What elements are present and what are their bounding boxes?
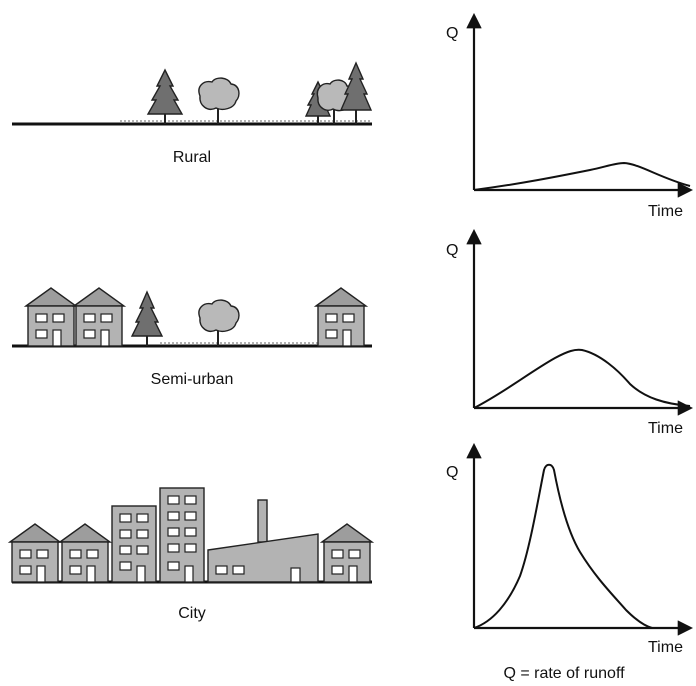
runoff-curve bbox=[473, 161, 691, 191]
house-icon bbox=[23, 287, 79, 347]
runoff-graph-rural: Q Time bbox=[446, 12, 694, 220]
runoff-curve bbox=[473, 348, 691, 409]
scene-label-semi-urban: Semi-urban bbox=[151, 371, 234, 388]
house-icon bbox=[319, 523, 375, 583]
deciduous-tree-icon bbox=[198, 299, 240, 346]
house-icon bbox=[71, 287, 127, 347]
semi-urban-scene: Semi-urban bbox=[12, 287, 372, 388]
house-icon bbox=[7, 523, 63, 583]
x-axis-label: Time bbox=[648, 203, 683, 220]
deciduous-tree-icon bbox=[198, 77, 240, 124]
pine-tree-icon bbox=[130, 290, 164, 346]
house-icon bbox=[57, 523, 113, 583]
apartment-building-icon bbox=[159, 487, 205, 583]
city-scene: City bbox=[7, 487, 375, 622]
footnote: Q = rate of runoff bbox=[503, 665, 625, 682]
house-icon bbox=[313, 287, 369, 347]
runoff-graph-city: Q Time bbox=[446, 442, 694, 656]
pine-tree-icon bbox=[146, 68, 184, 124]
y-axis-label: Q bbox=[446, 464, 458, 481]
factory-icon bbox=[207, 499, 319, 583]
y-axis-label: Q bbox=[446, 25, 458, 42]
runoff-graph-semi-urban: Q Time bbox=[446, 228, 694, 437]
rural-scene: Rural bbox=[12, 61, 373, 166]
scene-label-rural: Rural bbox=[173, 149, 211, 166]
y-axis-label: Q bbox=[446, 242, 458, 259]
runoff-curve bbox=[473, 463, 653, 629]
x-axis-label: Time bbox=[648, 420, 683, 437]
scene-label-city: City bbox=[178, 605, 206, 622]
apartment-building-icon bbox=[111, 505, 157, 583]
x-axis-label: Time bbox=[648, 639, 683, 656]
pine-tree-icon bbox=[339, 61, 373, 124]
